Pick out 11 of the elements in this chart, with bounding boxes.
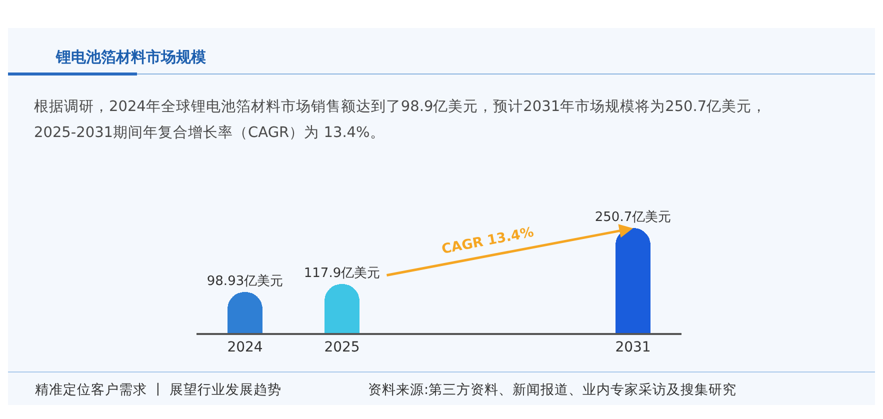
- text: 精准定位客户需求 丨 展望行业发展趋势: [35, 382, 282, 398]
- annotation: CAGR 13.4%: [440, 224, 536, 258]
- chart-subtitle: 根据调研，2024年全球锂电池箔材料市场销售额达到了98.9亿美元，预计2031年市场规模将为250.7亿美元， 2025-2031期间年复合增长率（CAGR）为 13.4%。: [34, 98, 767, 141]
- x-tick-label: 2025: [324, 340, 360, 356]
- data-label: 117.9亿美元: [304, 265, 380, 281]
- text: 资料来源:第三方资料、新闻报道、业内专家采访及搜集研究: [368, 382, 737, 398]
- x-tick-label: 2031: [615, 340, 651, 356]
- data-label: 250.7亿美元: [594, 209, 672, 225]
- data-label: 98.93亿美元: [206, 273, 284, 289]
- x-tick-label: 2024: [227, 340, 263, 356]
- chart-title: 锂电池箔材料市场规模: [55, 48, 207, 66]
